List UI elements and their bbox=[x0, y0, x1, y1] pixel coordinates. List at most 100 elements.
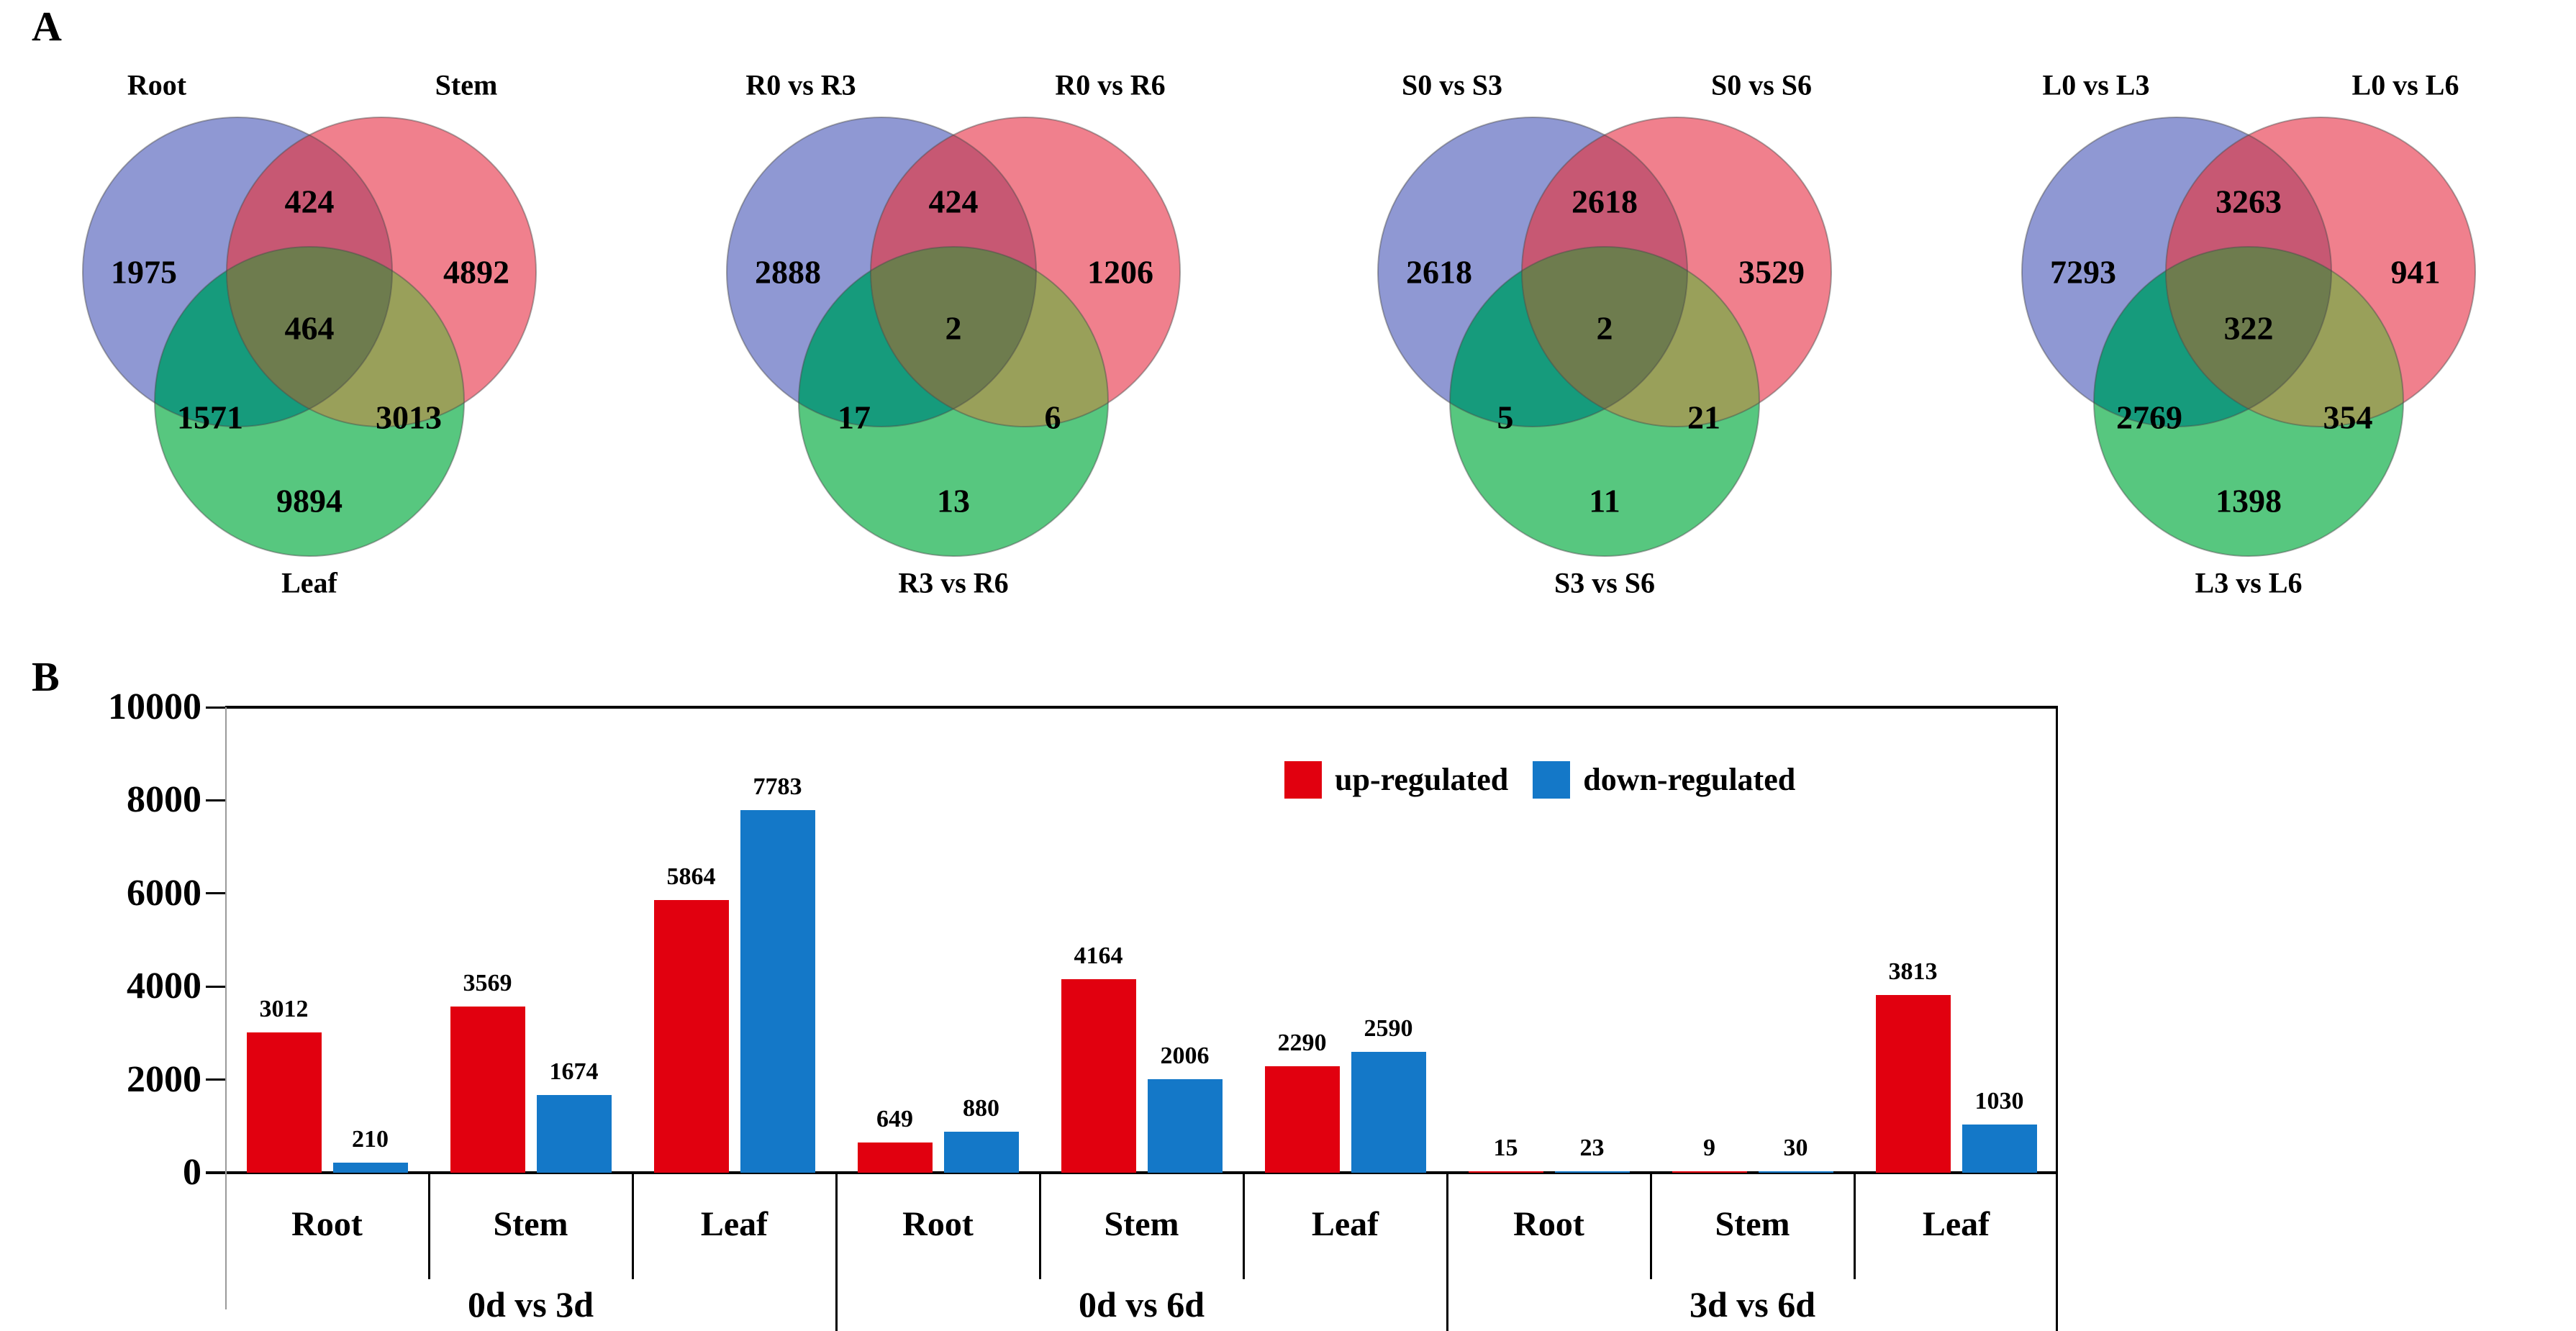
venn-count-top-overlap: 2618 bbox=[1572, 183, 1638, 220]
group-separator bbox=[835, 1173, 838, 1331]
venn-svg bbox=[82, 117, 537, 557]
venn-set-label-right: R0 vs R6 bbox=[1055, 68, 1166, 101]
x-group-label: 0d vs 3d bbox=[467, 1284, 594, 1325]
venn-count-top-overlap: 424 bbox=[928, 183, 979, 220]
y-axis-tick-label: 0 bbox=[183, 1152, 201, 1193]
bar-up-regulated bbox=[653, 899, 729, 1173]
venn-count-center: 464 bbox=[284, 309, 335, 347]
plot-right-border bbox=[2056, 707, 2058, 1331]
y-axis-tick-label: 2000 bbox=[127, 1058, 201, 1100]
legend-swatch-down-regulated bbox=[1533, 761, 1571, 799]
bar-down-regulated bbox=[1758, 1171, 1833, 1173]
y-axis-tick bbox=[206, 706, 225, 709]
y-axis-tick bbox=[206, 892, 225, 895]
bar-value-label: 210 bbox=[352, 1126, 389, 1153]
venn-set-label-bottom: Leaf bbox=[281, 566, 337, 599]
bar-up-regulated bbox=[1061, 978, 1136, 1173]
venn-set-label-left: R0 vs R3 bbox=[745, 68, 856, 101]
bar-down-regulated bbox=[1554, 1171, 1630, 1173]
x-category-label: Leaf bbox=[1311, 1205, 1379, 1243]
y-axis-tick bbox=[206, 985, 225, 988]
bar-down-regulated bbox=[943, 1132, 1019, 1173]
venn-svg bbox=[726, 117, 1181, 557]
venn-set-label-right: Stem bbox=[435, 68, 498, 101]
venn-count-only-right: 941 bbox=[2390, 253, 2441, 291]
bar-down-regulated bbox=[1147, 1079, 1223, 1173]
venn-count-center: 2 bbox=[1596, 309, 1613, 347]
legend-label-up-regulated: up-regulated bbox=[1335, 762, 1509, 797]
venn-count-top-overlap: 424 bbox=[284, 183, 335, 220]
y-axis-tick-label: 8000 bbox=[127, 779, 201, 821]
venn-set-label-left: L0 vs L3 bbox=[2042, 68, 2150, 101]
bar-value-label: 4164 bbox=[1074, 942, 1123, 969]
venn-count-top-overlap: 3263 bbox=[2216, 183, 2282, 220]
category-separator bbox=[631, 1173, 634, 1279]
venn-count-only-left: 7293 bbox=[2050, 253, 2116, 291]
y-axis-tick-label: 4000 bbox=[127, 966, 201, 1007]
bar-value-label: 23 bbox=[1579, 1135, 1605, 1161]
venn-diagram-4: L0 vs L3 L0 vs L6 L3 vs L6 7293 941 3263 322 27… bbox=[1968, 35, 2529, 660]
venn-svg bbox=[2021, 117, 2476, 557]
x-category-label: Root bbox=[291, 1205, 363, 1243]
venn-outlines bbox=[1377, 117, 1832, 557]
venn-count-only-bottom: 9894 bbox=[276, 482, 343, 519]
venn-count-only-left: 1975 bbox=[111, 253, 177, 291]
bar-value-label: 1674 bbox=[549, 1058, 599, 1085]
x-axis-baseline bbox=[206, 1171, 2058, 1174]
bar-up-regulated bbox=[450, 1007, 525, 1173]
bar-up-regulated bbox=[1875, 995, 1951, 1173]
venn-outlines bbox=[2021, 117, 2476, 557]
plot-top-border bbox=[225, 706, 2058, 709]
venn-count-right-overlap: 354 bbox=[2323, 399, 2373, 436]
venn-count-only-right: 1206 bbox=[1087, 253, 1153, 291]
venn-diagram-3: S0 vs S3 S0 vs S6 S3 vs S6 2618 3529 2618 2 5 21… bbox=[1324, 35, 1885, 660]
bar-value-label: 880 bbox=[963, 1095, 999, 1122]
venn-outlines bbox=[726, 117, 1181, 557]
category-separator bbox=[1853, 1173, 1856, 1279]
panel-a-label: A bbox=[32, 3, 62, 50]
x-category-label: Stem bbox=[493, 1205, 568, 1243]
venn-count-left-overlap: 1571 bbox=[177, 399, 243, 436]
venn-count-only-right: 3529 bbox=[1738, 253, 1805, 291]
venn-set-label-bottom: L3 vs L6 bbox=[2195, 566, 2303, 599]
legend-swatch-up-regulated bbox=[1284, 761, 1322, 799]
venn-set-label-right: L0 vs L6 bbox=[2351, 68, 2459, 101]
venn-count-right-overlap: 3013 bbox=[376, 399, 442, 436]
category-separator bbox=[1242, 1173, 1245, 1279]
bar-down-regulated bbox=[536, 1094, 612, 1173]
bar-value-label: 30 bbox=[1783, 1135, 1808, 1161]
venn-count-left-overlap: 5 bbox=[1497, 399, 1514, 436]
legend-label-down-regulated: down-regulated bbox=[1583, 762, 1796, 797]
y-axis-tick bbox=[206, 1171, 225, 1174]
venn-count-right-overlap: 21 bbox=[1687, 399, 1720, 436]
venn-set-label-left: Root bbox=[127, 68, 187, 101]
bar-up-regulated bbox=[1672, 1171, 1747, 1173]
venn-svg bbox=[1377, 117, 1832, 557]
venn-set-label-left: S0 vs S3 bbox=[1401, 68, 1503, 101]
bar-up-regulated bbox=[857, 1143, 933, 1173]
venn-count-only-bottom: 11 bbox=[1589, 482, 1620, 519]
x-category-label: Leaf bbox=[700, 1205, 768, 1243]
bar-value-label: 7783 bbox=[753, 773, 802, 801]
bar-value-label: 9 bbox=[1703, 1135, 1715, 1161]
venn-set-label-right: S0 vs S6 bbox=[1710, 68, 1813, 101]
x-category-label: Root bbox=[902, 1205, 974, 1243]
chart-legend: up-regulated down-regulated bbox=[1284, 761, 1807, 799]
venn-set-label-bottom: R3 vs R6 bbox=[898, 566, 1009, 599]
venn-count-center: 322 bbox=[2223, 309, 2274, 347]
bar-up-regulated bbox=[1468, 1171, 1543, 1173]
bar-value-label: 3569 bbox=[463, 970, 512, 997]
y-axis-tick bbox=[206, 1078, 225, 1081]
panel-b-label: B bbox=[32, 653, 60, 700]
venn-count-center: 2 bbox=[945, 309, 962, 347]
category-separator bbox=[427, 1173, 430, 1279]
bar-down-regulated bbox=[1962, 1125, 2037, 1173]
bar-value-label: 3813 bbox=[1888, 958, 1938, 986]
venn-diagram-2: R0 vs R3 R0 vs R6 R3 vs R6 2888 1206 424 2 17 6 1… bbox=[673, 35, 1234, 660]
venn-diagram-1: Root Stem Leaf 1975 4892 424 464 1571 3013 9894 bbox=[29, 35, 590, 660]
venn-count-only-left: 2618 bbox=[1406, 253, 1472, 291]
bar-up-regulated bbox=[246, 1032, 322, 1173]
x-category-label: Leaf bbox=[1922, 1205, 1990, 1243]
